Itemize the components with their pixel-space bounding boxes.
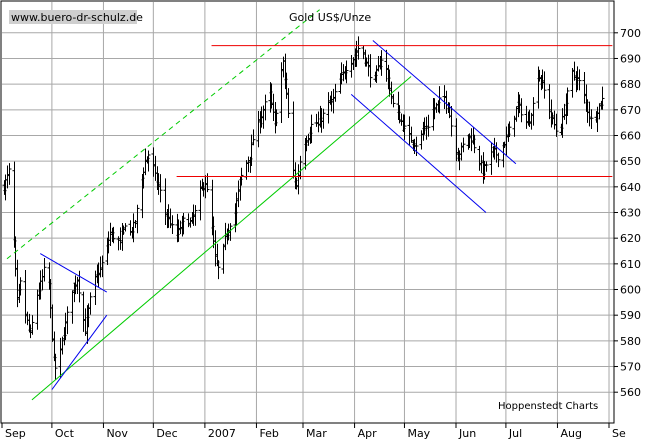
x-axis: Sep Oct Nov Dec 2007 Feb Mar Apr May Jun Jul Aug Se xyxy=(1,423,626,439)
y-tick-label: 590 xyxy=(620,309,641,322)
x-tick-label: Feb xyxy=(259,427,278,439)
y-tick-label: 660 xyxy=(620,129,641,142)
trendlines xyxy=(6,9,613,401)
x-tick-label: Apr xyxy=(358,427,378,439)
chart-title: Gold US$/Unze xyxy=(289,11,371,24)
grid xyxy=(2,2,614,423)
x-tick-label: Oct xyxy=(55,427,75,439)
x-tick-label: Nov xyxy=(106,427,128,439)
price-bars xyxy=(2,36,605,380)
x-tick-label: Mar xyxy=(306,427,327,439)
down-channel-upper-line xyxy=(372,40,517,165)
x-tick-label: Sep xyxy=(5,427,26,439)
uptrend-parallel-line xyxy=(6,9,320,260)
x-tick-label: Jul xyxy=(508,427,522,439)
watermark-box xyxy=(9,10,137,24)
y-tick-label: 640 xyxy=(620,181,641,194)
y-tick-label: 580 xyxy=(620,335,641,348)
y-tick-label: 650 xyxy=(620,155,641,168)
y-tick-label: 680 xyxy=(620,78,641,91)
y-tick-label: 690 xyxy=(620,52,641,65)
x-tick-label: Se xyxy=(612,427,626,439)
watermark-text: www.buero-dr-schulz.de xyxy=(11,11,143,24)
pennant-upper-line xyxy=(39,253,108,293)
y-tick-label: 560 xyxy=(620,386,641,399)
y-tick-label: 630 xyxy=(620,207,641,220)
y-tick-label: 570 xyxy=(620,361,641,374)
x-tick-label: Aug xyxy=(560,427,581,439)
y-axis: 560 570 580 590 600 610 620 630 640 650 660 670 680 6… xyxy=(614,27,641,399)
x-tick-label: Jun xyxy=(458,427,476,439)
x-tick-label: May xyxy=(407,427,430,439)
y-tick-label: 620 xyxy=(620,232,641,245)
y-tick-label: 700 xyxy=(620,27,641,40)
x-tick-label: 2007 xyxy=(208,427,236,439)
y-tick-label: 610 xyxy=(620,258,641,271)
source-label: Hoppenstedt Charts xyxy=(498,401,598,412)
pennant-lower-line xyxy=(51,314,108,390)
y-tick-label: 600 xyxy=(620,284,641,297)
x-tick-label: Dec xyxy=(156,427,177,439)
down-channel-lower-line xyxy=(350,94,487,213)
y-tick-label: 670 xyxy=(620,104,641,117)
uptrend-line xyxy=(31,76,412,401)
